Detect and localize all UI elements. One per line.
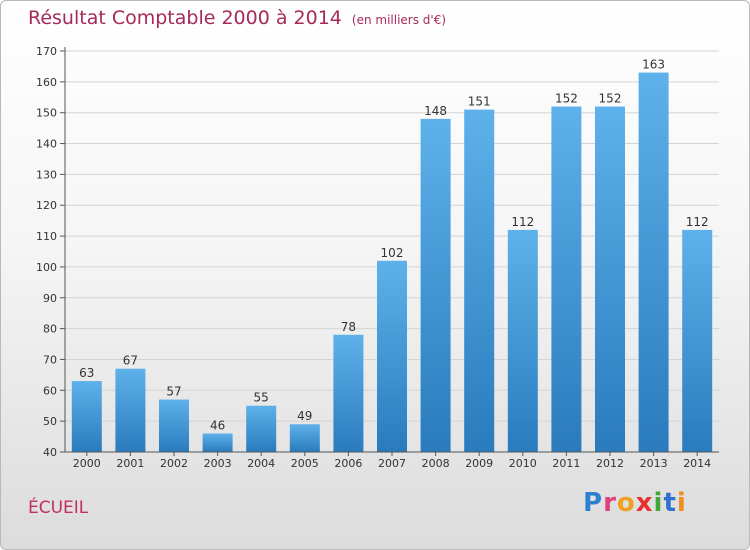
bars (71, 72, 713, 453)
value-label-2009: 151 (468, 95, 491, 109)
value-label-2014: 112 (686, 215, 709, 229)
y-tick-label: 70 (43, 353, 57, 366)
y-tick-label: 100 (36, 261, 57, 274)
logo-letter: P (583, 488, 604, 518)
value-label-2007: 102 (381, 246, 404, 260)
x-tick-label-2005: 2005 (291, 457, 319, 470)
axes: 40 50 60 70 80 90 100 110 120 130 140 150 160 170 2000… (36, 45, 719, 470)
y-tick-label: 140 (36, 138, 57, 151)
y-tick-label: 80 (43, 323, 57, 336)
bar-2013 (638, 72, 669, 452)
x-tick-label-2010: 2010 (509, 457, 537, 470)
logo-letter: x (635, 488, 654, 518)
bar-2001 (115, 368, 146, 452)
value-label-2011: 152 (555, 92, 578, 106)
value-label-2004: 55 (254, 391, 269, 405)
y-tick-label: 150 (36, 107, 57, 120)
bar-2008 (420, 118, 451, 452)
x-tick-label-2012: 2012 (596, 457, 624, 470)
value-label-2002: 57 (166, 385, 181, 399)
x-tick-label-2001: 2001 (116, 457, 144, 470)
value-labels: 63 67 57 46 55 49 78 102 148 151 112 152 152 163 112 (79, 58, 708, 433)
chart-subtitle: (en milliers d'€) (351, 13, 447, 27)
proxiti-logo: Proxiti (583, 488, 687, 518)
y-tick-label: 120 (36, 199, 57, 212)
bar-2000 (71, 381, 102, 452)
bar-2006 (333, 334, 364, 452)
logo-letter: r (603, 488, 617, 518)
y-tick-label: 40 (43, 446, 57, 459)
x-tick-label-2004: 2004 (247, 457, 275, 470)
y-tick-label: 50 (43, 415, 57, 428)
value-label-2005: 49 (297, 409, 312, 423)
x-tick-label-2002: 2002 (160, 457, 188, 470)
y-tick-label: 130 (36, 168, 57, 181)
chart-title: Résultat Comptable 2000 à 2014 (en millie… (28, 7, 447, 29)
x-tick-label-2006: 2006 (334, 457, 362, 470)
y-tick-label: 170 (36, 45, 57, 58)
bar-2007 (377, 260, 407, 452)
bar-2004 (246, 405, 277, 452)
logo-letter: i (676, 488, 687, 518)
value-label-2003: 46 (210, 418, 225, 432)
x-tick-label-2009: 2009 (465, 457, 493, 470)
y-tick-label: 60 (43, 384, 57, 397)
x-tick-label-2014: 2014 (683, 457, 711, 470)
x-tick-label-2003: 2003 (204, 457, 232, 470)
x-tick-label-2011: 2011 (552, 457, 580, 470)
bar-2010 (507, 229, 538, 452)
bar-2009 (464, 109, 495, 452)
x-tick-label-2000: 2000 (73, 457, 101, 470)
value-label-2008: 148 (424, 104, 447, 118)
x-tick-label-2008: 2008 (422, 457, 450, 470)
logo-letter: i (653, 488, 664, 518)
y-tick-label: 90 (43, 292, 57, 305)
x-tick-label-2007: 2007 (378, 457, 406, 470)
bar-2012 (595, 106, 625, 453)
bar-2011 (551, 106, 582, 453)
bar-2005 (289, 424, 320, 452)
y-tick-label: 110 (36, 230, 57, 243)
value-label-2001: 67 (123, 354, 138, 368)
x-tick-label-2013: 2013 (640, 457, 668, 470)
value-label-2012: 152 (599, 92, 622, 106)
logo-letter: t (663, 488, 677, 518)
value-label-2006: 78 (341, 320, 356, 334)
y-tick-label: 160 (36, 76, 57, 89)
commune-name: ÉCUEIL (28, 498, 89, 518)
value-label-2000: 63 (79, 366, 94, 380)
value-label-2010: 112 (511, 215, 534, 229)
logo-letter: o (616, 488, 636, 518)
value-label-2013: 163 (642, 58, 665, 72)
bar-2014 (682, 229, 713, 452)
bar-2002 (159, 399, 189, 452)
bar-2003 (202, 433, 233, 452)
